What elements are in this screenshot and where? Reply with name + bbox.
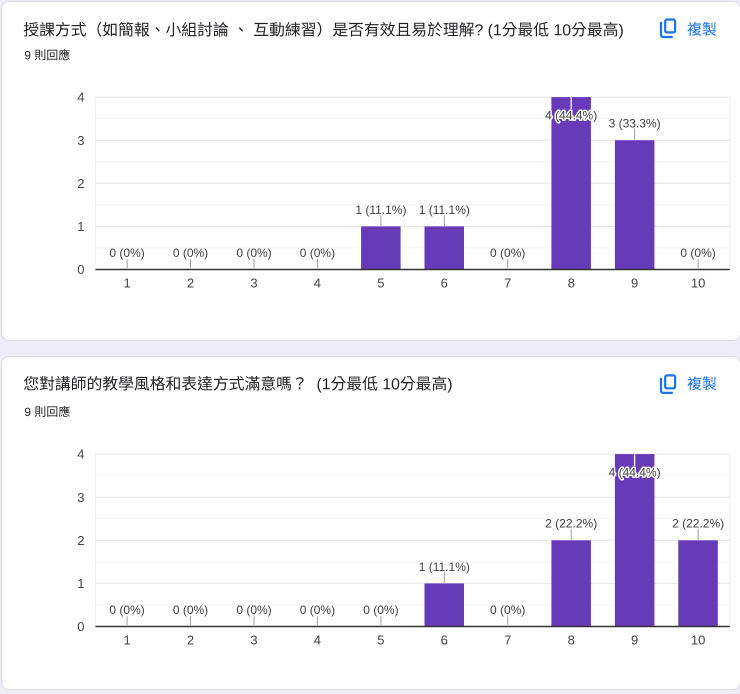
svg-text:0 (0%): 0 (0%) bbox=[236, 603, 271, 617]
svg-text:8: 8 bbox=[568, 633, 575, 648]
svg-text:0 (0%): 0 (0%) bbox=[363, 603, 398, 617]
svg-text:1: 1 bbox=[123, 276, 130, 291]
svg-text:6: 6 bbox=[441, 276, 448, 291]
svg-text:3 (33.3%): 3 (33.3%) bbox=[609, 117, 661, 131]
svg-text:2: 2 bbox=[187, 633, 194, 648]
svg-text:4 (44.4%): 4 (44.4%) bbox=[609, 466, 661, 480]
svg-text:1 (11.1%): 1 (11.1%) bbox=[419, 560, 470, 574]
svg-text:1: 1 bbox=[77, 219, 84, 234]
svg-text:0 (0%): 0 (0%) bbox=[490, 603, 525, 617]
svg-text:5: 5 bbox=[377, 633, 384, 648]
svg-text:2: 2 bbox=[77, 533, 84, 548]
svg-text:0: 0 bbox=[77, 262, 84, 277]
svg-text:0 (0%): 0 (0%) bbox=[300, 603, 335, 617]
svg-text:0 (0%): 0 (0%) bbox=[173, 246, 208, 260]
svg-text:7: 7 bbox=[504, 276, 511, 291]
svg-text:7: 7 bbox=[504, 633, 511, 648]
svg-text:10: 10 bbox=[691, 276, 705, 291]
svg-text:0 (0%): 0 (0%) bbox=[109, 603, 144, 617]
svg-text:2: 2 bbox=[77, 176, 84, 191]
svg-text:0 (0%): 0 (0%) bbox=[300, 246, 335, 260]
svg-text:0 (0%): 0 (0%) bbox=[173, 603, 208, 617]
svg-text:0 (0%): 0 (0%) bbox=[109, 246, 144, 260]
svg-text:0 (0%): 0 (0%) bbox=[680, 246, 715, 260]
svg-text:5: 5 bbox=[377, 276, 384, 291]
svg-text:1: 1 bbox=[77, 576, 84, 591]
svg-text:0: 0 bbox=[77, 619, 84, 634]
svg-text:3: 3 bbox=[77, 490, 84, 505]
svg-text:3: 3 bbox=[250, 633, 257, 648]
svg-text:3: 3 bbox=[77, 133, 84, 148]
svg-text:4: 4 bbox=[314, 276, 321, 291]
svg-text:9: 9 bbox=[631, 276, 638, 291]
svg-text:8: 8 bbox=[568, 276, 575, 291]
svg-text:2 (22.2%): 2 (22.2%) bbox=[672, 517, 724, 531]
svg-text:4 (44.4%): 4 (44.4%) bbox=[545, 109, 597, 123]
svg-text:1 (11.1%): 1 (11.1%) bbox=[355, 203, 406, 217]
svg-text:6: 6 bbox=[441, 633, 448, 648]
svg-text:3: 3 bbox=[250, 276, 257, 291]
svg-text:1: 1 bbox=[123, 633, 130, 648]
svg-text:4: 4 bbox=[314, 633, 321, 648]
svg-text:4: 4 bbox=[77, 447, 84, 462]
svg-text:9: 9 bbox=[631, 633, 638, 648]
svg-text:0 (0%): 0 (0%) bbox=[490, 246, 525, 260]
svg-text:4: 4 bbox=[77, 90, 84, 105]
svg-text:1 (11.1%): 1 (11.1%) bbox=[419, 203, 470, 217]
svg-text:10: 10 bbox=[691, 633, 705, 648]
svg-text:0 (0%): 0 (0%) bbox=[236, 246, 271, 260]
svg-text:2: 2 bbox=[187, 276, 194, 291]
svg-text:2 (22.2%): 2 (22.2%) bbox=[545, 517, 597, 531]
